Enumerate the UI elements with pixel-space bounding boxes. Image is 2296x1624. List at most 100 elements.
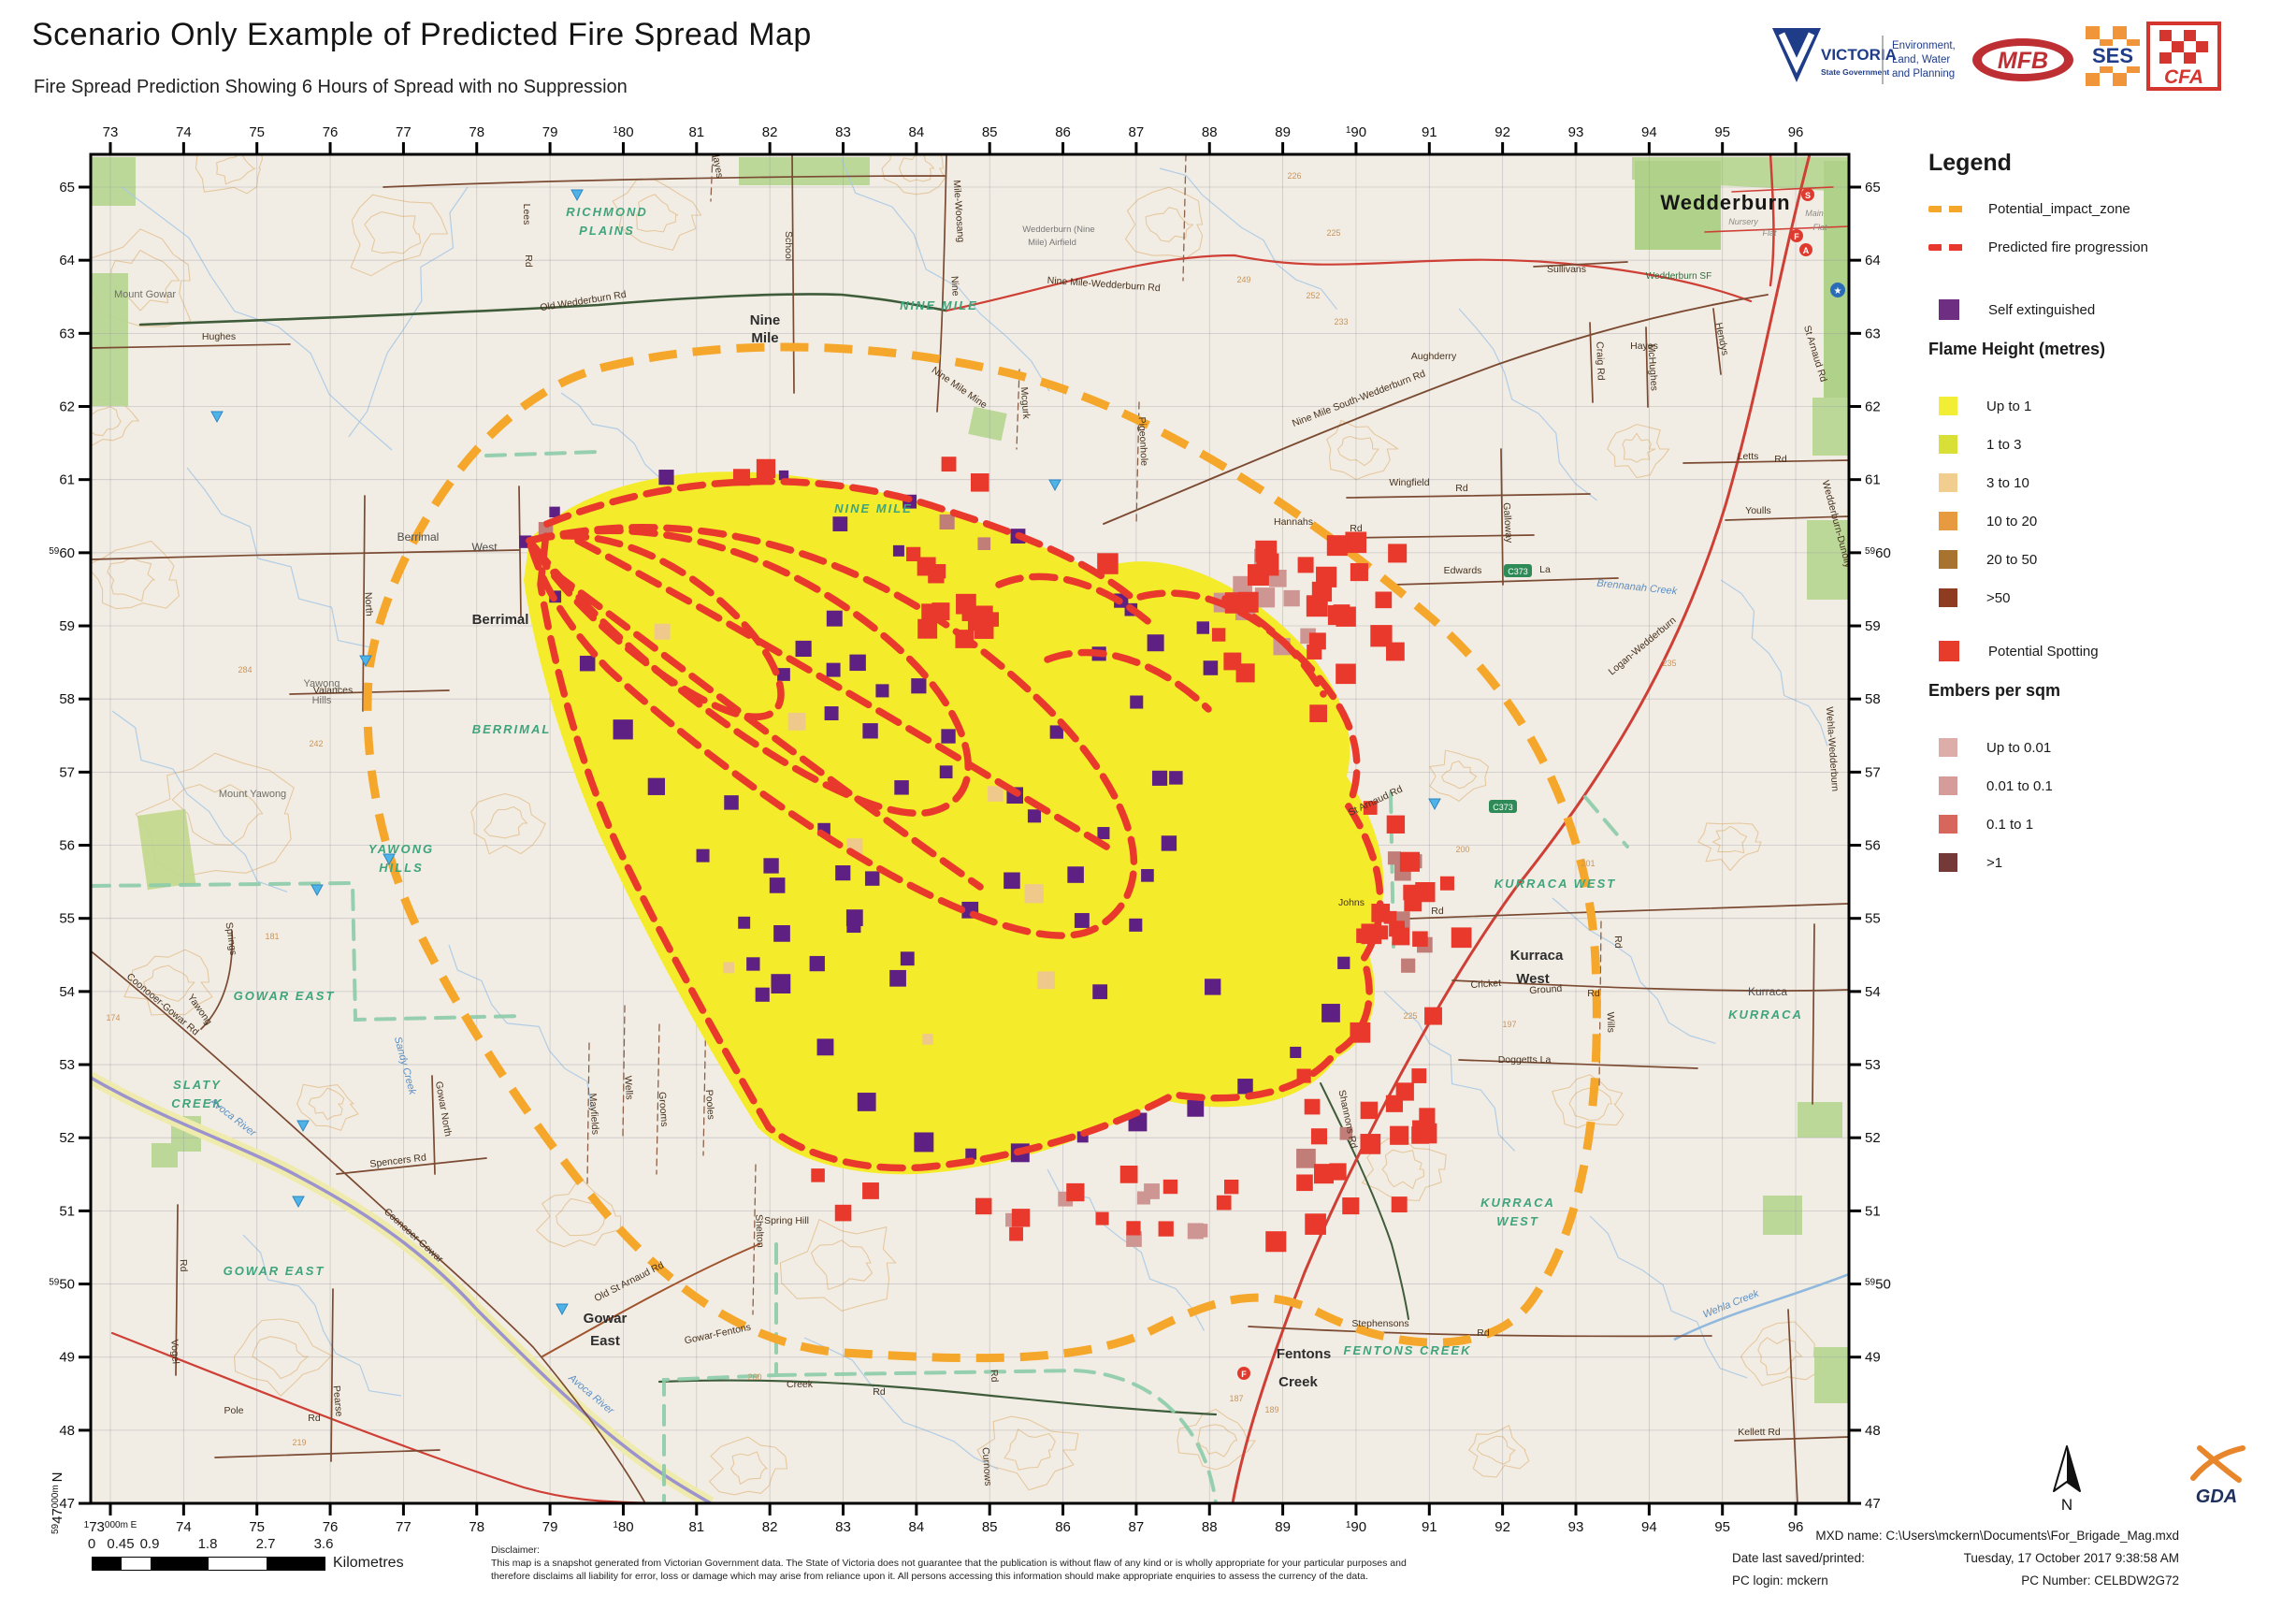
svg-text:83: 83 xyxy=(835,124,851,140)
scale-number: 0.9 xyxy=(139,1536,160,1552)
svg-text:173000m E: 173000m E xyxy=(84,1519,137,1535)
svg-text:5950: 5950 xyxy=(1865,1277,1891,1293)
victoria-state-government-logo: VICTORIA State Government xyxy=(1772,28,1897,82)
svg-text:Mayfields: Mayfields xyxy=(586,1093,600,1135)
svg-text:78: 78 xyxy=(469,124,484,140)
flame-height-label: 10 to 20 xyxy=(1986,513,2038,529)
svg-text:Spring Hill: Spring Hill xyxy=(764,1215,809,1226)
svg-text:75: 75 xyxy=(249,124,265,140)
flame-height-item: 3 to 10 xyxy=(1928,473,2293,492)
svg-text:Kurraca: Kurraca xyxy=(1510,948,1564,964)
svg-text:93: 93 xyxy=(1568,1519,1584,1535)
flame-height-item: 1 to 3 xyxy=(1928,435,2293,454)
svg-text:Rd: Rd xyxy=(1774,454,1787,465)
svg-text:85: 85 xyxy=(982,1519,998,1535)
svg-text:Mount Yawong: Mount Yawong xyxy=(219,789,286,800)
svg-text:CFA: CFA xyxy=(2164,66,2203,88)
svg-text:NINE MILE: NINE MILE xyxy=(834,501,913,515)
embers-item: 0.1 to 1 xyxy=(1928,815,2293,834)
svg-text:86: 86 xyxy=(1055,1519,1071,1535)
scale-bar: 0 0.45 0.9 1.8 2.7 3.6 Kilometres xyxy=(37,1515,561,1590)
grid-lines xyxy=(91,154,1849,1503)
document-info: MXD name: C:\Users\mckern\Documents\For_… xyxy=(1732,1525,2179,1592)
north-arrow-icon: N xyxy=(2053,1445,2081,1514)
svg-text:McHughes: McHughes xyxy=(1645,343,1659,391)
legend-item-spotting: Potential Spotting xyxy=(1928,641,2293,661)
svg-text:Mile) Airfield: Mile) Airfield xyxy=(1028,238,1076,248)
disclaimer: Disclaimer: This map is a snapshot gener… xyxy=(491,1544,1501,1583)
svg-text:87: 87 xyxy=(1129,124,1145,140)
svg-text:242: 242 xyxy=(309,739,323,748)
svg-text:Pigeonhole: Pigeonhole xyxy=(1136,416,1150,466)
ses-logo: SES xyxy=(2086,26,2140,86)
disclaimer-line1: This map is a snapshot generated from Vi… xyxy=(491,1558,1407,1569)
svg-text:Cricket: Cricket xyxy=(1470,978,1502,991)
fire-flame-area xyxy=(524,471,1384,1175)
svg-text:55: 55 xyxy=(59,911,75,927)
svg-text:76: 76 xyxy=(323,124,339,140)
delwp-logo: Environment, Land, Water and Planning xyxy=(1892,40,1956,80)
svg-text:Wedderburn SF: Wedderburn SF xyxy=(1646,271,1711,282)
svg-text:74: 74 xyxy=(176,1519,192,1535)
svg-text:Gowar: Gowar xyxy=(584,1311,628,1327)
disclaimer-heading: Disclaimer: xyxy=(491,1544,540,1556)
svg-text:189: 189 xyxy=(1264,1405,1278,1414)
embers-heading: Embers per sqm xyxy=(1928,681,2061,700)
embers-swatch xyxy=(1939,853,1957,872)
svg-text:54: 54 xyxy=(1865,984,1881,1000)
svg-text:174: 174 xyxy=(106,1013,120,1022)
svg-text:Wedderburn (Nine: Wedderburn (Nine xyxy=(1022,225,1094,235)
svg-text:77: 77 xyxy=(396,124,412,140)
svg-text:Mcgurk: Mcgurk xyxy=(1018,386,1032,420)
svg-text:S: S xyxy=(1805,191,1811,200)
svg-text:187: 187 xyxy=(1229,1394,1243,1403)
svg-text:63: 63 xyxy=(59,326,75,341)
svg-text:51: 51 xyxy=(59,1203,75,1219)
svg-text:5960: 5960 xyxy=(1865,545,1891,561)
svg-text:Lees: Lees xyxy=(521,204,532,225)
star-poi-icon: ★ xyxy=(1830,283,1845,297)
pc-login: PC login: mckern xyxy=(1732,1573,1828,1588)
impact-zone-swatch xyxy=(1928,199,1968,218)
page-subtitle: Fire Spread Prediction Showing 6 Hours o… xyxy=(34,77,628,97)
svg-text:190: 190 xyxy=(1346,124,1366,140)
svg-text:63: 63 xyxy=(1865,326,1881,341)
svg-text:Mile: Mile xyxy=(751,330,778,346)
facility-icons: S F A F ★ C373 C373 xyxy=(1237,188,1845,1380)
svg-text:225: 225 xyxy=(1326,228,1340,238)
svg-text:Nine: Nine xyxy=(750,312,781,328)
svg-text:A: A xyxy=(1803,246,1810,255)
svg-text:Vogel: Vogel xyxy=(168,1339,181,1364)
svg-text:Pole: Pole xyxy=(224,1405,243,1416)
svg-text:260: 260 xyxy=(747,1372,761,1382)
flame-height-label: 1 to 3 xyxy=(1986,436,2022,453)
flame-height-swatch xyxy=(1939,397,1957,415)
svg-text:Rd: Rd xyxy=(523,254,534,268)
agency-logos: VICTORIA State Government Environment, L… xyxy=(1763,17,2287,101)
svg-text:190: 190 xyxy=(1346,1519,1366,1535)
svg-text:Shelton: Shelton xyxy=(753,1214,766,1248)
svg-text:Johns: Johns xyxy=(1338,897,1365,908)
police-icon: S xyxy=(1801,188,1814,201)
svg-text:5950: 5950 xyxy=(49,1277,75,1293)
legend-title: Legend xyxy=(1928,150,2012,176)
svg-text:94: 94 xyxy=(1641,1519,1657,1535)
svg-text:Springs: Springs xyxy=(224,921,239,956)
svg-text:47: 47 xyxy=(1865,1496,1881,1512)
svg-text:N: N xyxy=(2061,1496,2072,1514)
svg-text:249: 249 xyxy=(1236,275,1250,284)
svg-text:Valances: Valances xyxy=(313,685,353,696)
svg-text:79: 79 xyxy=(542,1519,558,1535)
svg-text:55: 55 xyxy=(1865,911,1881,927)
scale-number: 2.7 xyxy=(255,1536,276,1552)
svg-text:BERRIMAL: BERRIMAL xyxy=(472,722,552,736)
svg-text:62: 62 xyxy=(1865,399,1881,415)
svg-text:Creek: Creek xyxy=(1278,1374,1318,1390)
svg-text:61: 61 xyxy=(59,472,75,488)
svg-text:KURRACA: KURRACA xyxy=(1728,1008,1803,1022)
svg-text:59: 59 xyxy=(59,618,75,634)
scale-unit: Kilometres xyxy=(333,1555,404,1571)
svg-text:State Government: State Government xyxy=(1821,67,1889,77)
legend-item-progression: Predicted fire progression xyxy=(1928,238,2293,256)
svg-text:Creek: Creek xyxy=(787,1379,814,1390)
